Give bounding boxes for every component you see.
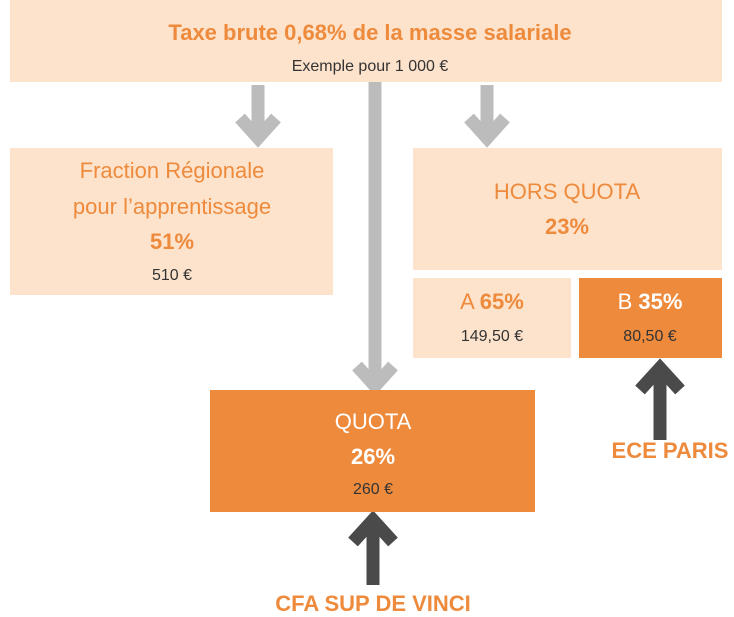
quota-label: QUOTA xyxy=(335,409,412,434)
regional-amount: 510 € xyxy=(152,267,192,284)
header-box xyxy=(10,0,722,82)
regional-line: pour l’apprentissage xyxy=(73,194,271,219)
ece-label: ECE PARIS xyxy=(612,438,729,463)
part-a-heading: A 65% xyxy=(460,289,524,314)
part-b-box xyxy=(579,278,722,358)
subtitle: Exemple pour 1 000 € xyxy=(292,58,449,75)
part-b-label: B xyxy=(618,289,633,314)
hors-quota-label: HORS QUOTA xyxy=(494,179,641,204)
cfa-label: CFA SUP DE VINCI xyxy=(275,591,471,616)
part-b-heading: B 35% xyxy=(618,289,683,314)
quota-amount: 260 € xyxy=(353,481,393,498)
quota-box xyxy=(210,390,535,512)
part-a-amount: 149,50 € xyxy=(461,328,523,345)
part-a-box xyxy=(413,278,571,358)
hors-quota-percent: 23% xyxy=(545,214,589,239)
gray-arrows xyxy=(235,82,510,396)
part-b-percent: 35% xyxy=(638,289,682,314)
hors-quota-box xyxy=(413,148,722,270)
regional-percent: 51% xyxy=(150,229,194,254)
part-a-label: A xyxy=(460,289,475,314)
regional-box xyxy=(10,148,333,295)
quota-percent: 26% xyxy=(351,444,395,469)
part-b-amount: 80,50 € xyxy=(623,328,676,345)
part-a-percent: 65% xyxy=(480,289,524,314)
regional-line: Fraction Régionale xyxy=(80,158,265,183)
title: Taxe brute 0,68% de la masse salariale xyxy=(168,20,571,45)
dark-arrows xyxy=(348,358,685,585)
